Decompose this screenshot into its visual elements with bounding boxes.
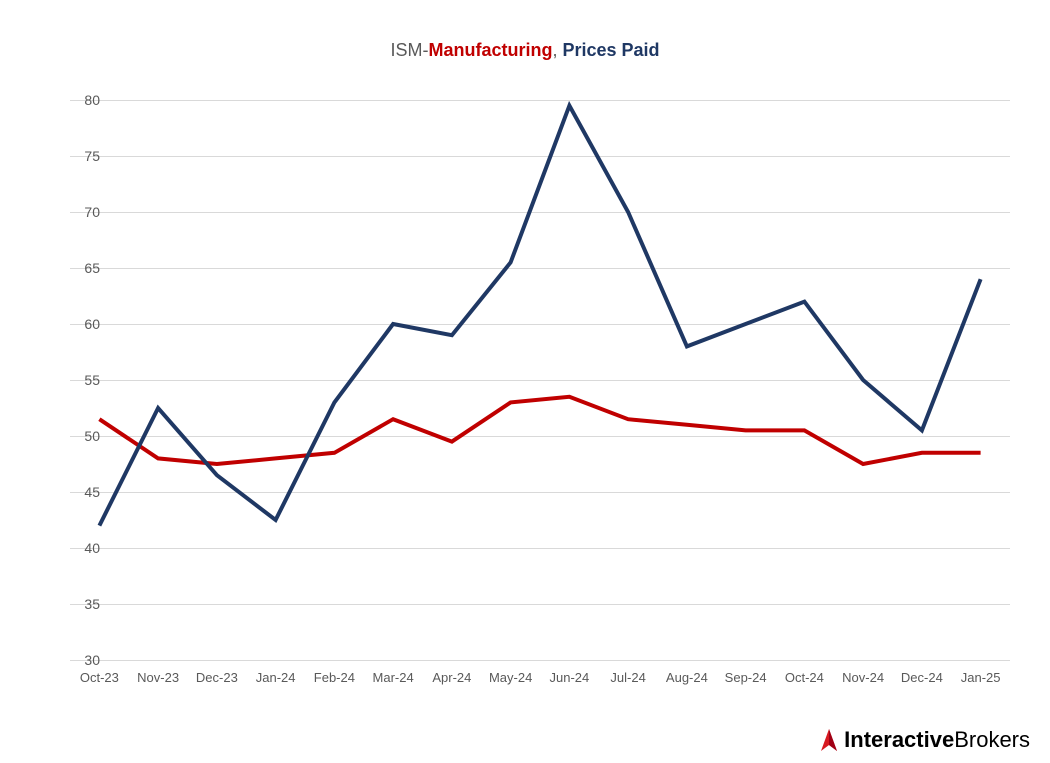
logo-icon <box>818 727 840 753</box>
x-tick-label: Aug-24 <box>666 670 708 685</box>
x-tick-label: Nov-23 <box>137 670 179 685</box>
y-tick-label: 40 <box>50 540 100 556</box>
x-tick-label: Apr-24 <box>432 670 471 685</box>
chart-title: ISM-Manufacturing, Prices Paid <box>0 40 1050 61</box>
x-tick-label: Jan-24 <box>256 670 296 685</box>
x-tick-label: Jun-24 <box>550 670 590 685</box>
x-tick-label: Jan-25 <box>961 670 1001 685</box>
x-tick-label: Nov-24 <box>842 670 884 685</box>
title-prefix: ISM- <box>390 40 428 60</box>
logo-text-light: Brokers <box>954 727 1030 753</box>
x-tick-label: Mar-24 <box>373 670 414 685</box>
y-tick-label: 70 <box>50 204 100 220</box>
y-tick-label: 80 <box>50 92 100 108</box>
y-tick-label: 60 <box>50 316 100 332</box>
title-separator: , <box>552 40 562 60</box>
line-chart-svg <box>70 100 1010 660</box>
x-tick-label: Dec-24 <box>901 670 943 685</box>
y-tick-label: 35 <box>50 596 100 612</box>
plot-area: Oct-23Nov-23Dec-23Jan-24Feb-24Mar-24Apr-… <box>70 100 1010 660</box>
y-tick-label: 45 <box>50 484 100 500</box>
y-tick-label: 55 <box>50 372 100 388</box>
y-tick-label: 30 <box>50 652 100 668</box>
x-tick-label: Feb-24 <box>314 670 355 685</box>
x-tick-label: Jul-24 <box>610 670 645 685</box>
x-tick-label: Sep-24 <box>725 670 767 685</box>
y-tick-label: 75 <box>50 148 100 164</box>
x-tick-label: Oct-24 <box>785 670 824 685</box>
y-tick-label: 65 <box>50 260 100 276</box>
title-series2: Prices Paid <box>562 40 659 60</box>
x-tick-label: Oct-23 <box>80 670 119 685</box>
title-series1: Manufacturing <box>428 40 552 60</box>
y-tick-label: 50 <box>50 428 100 444</box>
series-line-manufacturing <box>99 397 980 464</box>
x-tick-label: Dec-23 <box>196 670 238 685</box>
x-tick-label: May-24 <box>489 670 532 685</box>
brand-logo: InteractiveBrokers <box>818 727 1030 753</box>
logo-text-bold: Interactive <box>844 727 954 753</box>
gridline <box>70 660 1010 661</box>
